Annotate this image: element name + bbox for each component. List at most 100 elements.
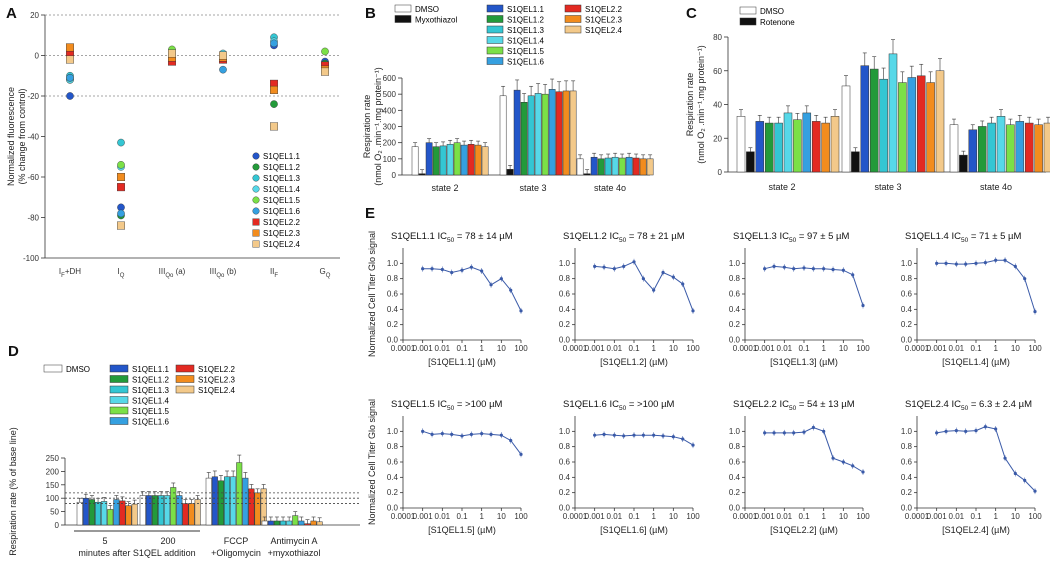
e-x-tick-label: 0.0001 <box>563 512 588 521</box>
a-legend-marker <box>252 185 260 193</box>
d-bar-DMSO <box>139 495 146 526</box>
d-legend-label: S1QEL1.1 <box>132 365 169 374</box>
e-y-tick-label: 0.2 <box>729 320 741 329</box>
e-x-axis-label: [S1QEL1.1] (µM) <box>428 357 496 367</box>
b-legend-swatch <box>486 46 504 55</box>
c-bar-S1QEL1.4 <box>888 53 898 173</box>
e-x-tick-label: 0.001 <box>413 344 434 353</box>
e-y-tick-label: 0.6 <box>729 458 741 467</box>
e-curve-S1QEL1.3 <box>764 265 864 306</box>
e-x-tick-label: 0.001 <box>585 512 606 521</box>
e-x-tick-label: 10 <box>497 344 506 353</box>
e-curve-S1QEL2.2 <box>764 426 864 473</box>
a-point-S1QEL1.3 <box>117 138 125 147</box>
d-bar-S1QEL2.3 <box>254 492 261 526</box>
e-plot-title: S1QEL1.2 IC50 = 78 ± 21 µM <box>563 231 685 244</box>
a-legend-label: S1QEL1.2 <box>263 163 300 172</box>
d-bar-S1QEL1.2 <box>273 520 280 526</box>
panel-label-c: C <box>686 5 697 22</box>
e-x-tick-label: 10 <box>669 512 678 521</box>
d-group-label: Antimycin A <box>270 536 317 546</box>
e-x-axis-label: [S1QEL1.5] (µM) <box>428 525 496 535</box>
e-y-tick-label: 0.8 <box>559 274 571 283</box>
b-bar-DMSO <box>499 95 507 176</box>
e-plot-title: S1QEL2.2 IC50 = 54 ± 13 µM <box>733 399 855 412</box>
e-x-tick-label: 0.1 <box>970 344 982 353</box>
a-y-tick-label: -60 <box>27 173 39 182</box>
e-x-tick-label: 0.1 <box>628 512 640 521</box>
a-point-S1QEL2.2 <box>116 183 125 192</box>
b-group-label: state 2 <box>431 183 458 193</box>
e-x-tick-label: 0.01 <box>777 344 793 353</box>
b-legend-label: S1QEL1.2 <box>507 16 544 25</box>
e-x-axis-label: [S1QEL1.2] (µM) <box>600 357 668 367</box>
b-legend-label: S1QEL1.1 <box>507 5 544 14</box>
e-x-tick-label: 0.0001 <box>391 344 416 353</box>
a-legend-marker <box>252 163 260 171</box>
e-y-tick-label: 0.4 <box>387 473 399 482</box>
panel-label-b: B <box>365 5 376 22</box>
d-y-tick-label: 50 <box>50 508 59 517</box>
e-y-tick-label: 0.4 <box>729 305 741 314</box>
a-x-category-label: IIIQo (b) <box>210 267 237 279</box>
b-bar-DMSO <box>411 146 419 176</box>
c-bar-S1QEL2.4 <box>830 116 840 173</box>
b-group-label: state 3 <box>519 183 546 193</box>
e-y-tick-label: 0.4 <box>901 473 913 482</box>
b-bar-DMSO <box>576 158 584 176</box>
e-y-tick-label: 1.0 <box>729 427 741 436</box>
d-legend-label: S1QEL2.2 <box>198 365 235 374</box>
d-bar-S1QEL1.4 <box>230 476 237 526</box>
e-y-tick-label: 0.2 <box>387 488 399 497</box>
a-legend-label: S1QEL1.4 <box>263 185 300 194</box>
a-legend-marker <box>252 240 260 248</box>
b-legend-swatch <box>394 4 412 13</box>
e-curve-S1QEL2.4 <box>936 426 1036 492</box>
e-y-tick-label: 0.6 <box>387 458 399 467</box>
d-bar-S1QEL1.6 <box>176 495 183 526</box>
c-bar-S1QEL1.3 <box>879 78 888 173</box>
e-curve-S1QEL1.2 <box>594 261 694 312</box>
b-legend-swatch <box>486 25 504 34</box>
d-bar-S1QEL1.4 <box>286 520 293 526</box>
b-legend-label: DMSO <box>415 5 439 14</box>
d-bar-S1QEL2.3 <box>310 520 317 526</box>
a-point-S1QEL1.6 <box>66 73 74 82</box>
a-point-S1QEL2.4 <box>116 221 125 230</box>
b-bar-S1QEL1.1 <box>425 142 433 176</box>
e-x-tick-label: 100 <box>514 512 528 521</box>
e-x-tick-label: 0.001 <box>585 344 606 353</box>
e-x-tick-label: 10 <box>669 344 678 353</box>
b-y-tick-label: 300 <box>383 123 397 132</box>
e-x-tick-label: 0.01 <box>435 344 451 353</box>
e-x-tick-label: 0.0001 <box>733 344 758 353</box>
a-x-category-label: IIIQo (a) <box>159 267 186 279</box>
e-x-tick-label: 1 <box>479 512 484 521</box>
c-y-axis-label: Respiration rate(nmol O₂ .min⁻¹.mg prote… <box>685 45 706 164</box>
e-y-tick-label: 0.0 <box>559 504 571 513</box>
c-y-tick-label: 20 <box>713 134 722 143</box>
e-plot-title: S1QEL1.5 IC50 = >100 µM <box>391 399 503 412</box>
d-bar-S1QEL2.2 <box>304 523 311 526</box>
b-group-label: state 4o <box>594 183 626 193</box>
e-y-tick-label: 0.8 <box>559 442 571 451</box>
d-bar-S1QEL2.4 <box>316 521 323 526</box>
a-legend-marker <box>252 174 260 182</box>
c-y-tick-label: 40 <box>713 101 722 110</box>
e-x-tick-label: 0.0001 <box>905 344 930 353</box>
e-x-tick-label: 10 <box>1011 344 1020 353</box>
b-bar-S1QEL1.6 <box>625 156 633 176</box>
d-bar-S1QEL1.3 <box>158 495 165 526</box>
a-y-tick-label: 20 <box>30 11 39 20</box>
e-x-tick-label: 100 <box>514 344 528 353</box>
e-y-tick-label: 0.0 <box>729 504 741 513</box>
d-bar-S1QEL1.3 <box>280 520 287 526</box>
a-point-S1QEL1.6 <box>117 209 125 218</box>
d-bar-S1QEL2.2 <box>119 500 126 526</box>
e-x-tick-label: 0.01 <box>435 512 451 521</box>
a-point-S1QEL2.3 <box>65 43 74 52</box>
b-y-tick-label: 200 <box>383 139 397 148</box>
b-legend-swatch <box>564 25 582 34</box>
e-y-tick-label: 0.6 <box>559 458 571 467</box>
b-bar-S1QEL1.3 <box>604 157 612 176</box>
